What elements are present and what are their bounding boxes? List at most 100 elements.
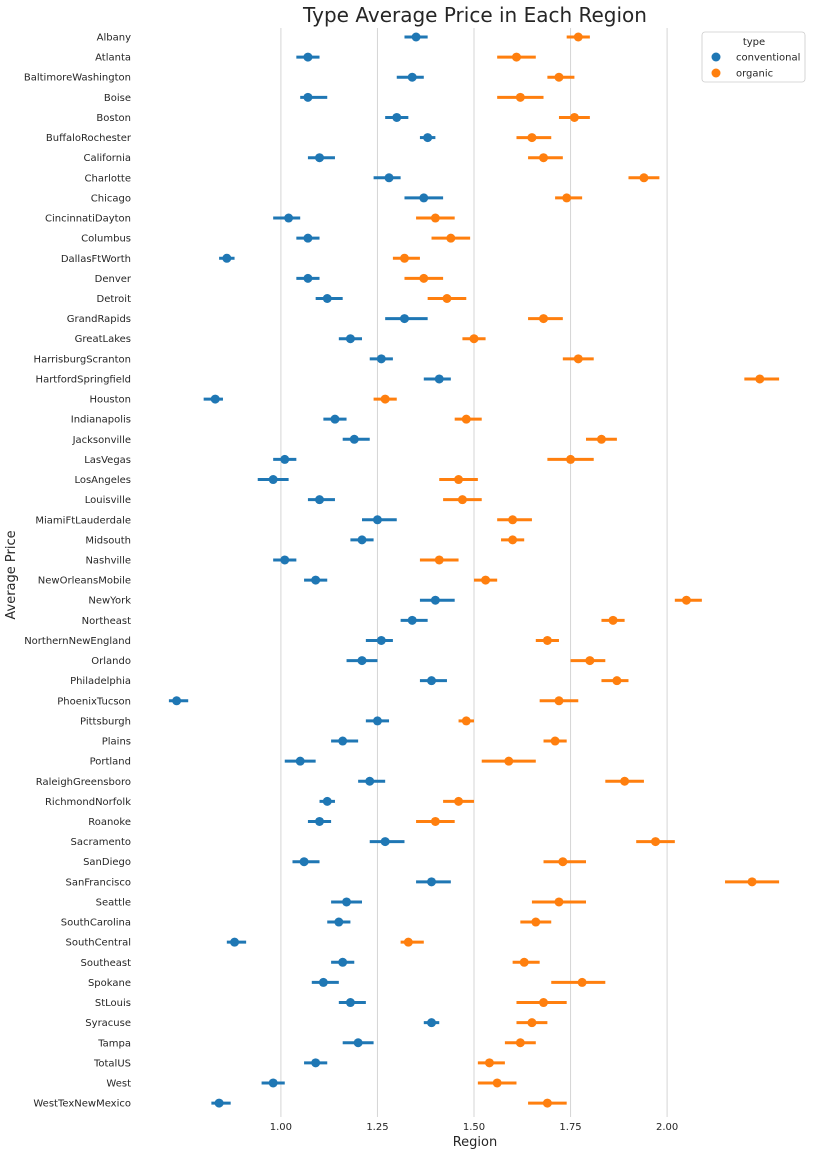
series-organic (373, 32, 780, 1108)
data-point (539, 998, 549, 1008)
data-point (423, 133, 433, 143)
y-tick-label: Chicago (91, 193, 131, 204)
data-point (407, 72, 417, 82)
data-point (681, 595, 691, 605)
y-tick-label: GreatLakes (75, 334, 131, 345)
y-tick-label: BuffaloRochester (46, 133, 132, 144)
data-point (430, 816, 440, 826)
data-point (573, 354, 583, 364)
data-point (562, 193, 572, 203)
data-point (554, 696, 564, 706)
data-point (376, 354, 386, 364)
data-point (338, 736, 348, 746)
legend-label-organic: organic (736, 69, 773, 80)
data-point (461, 414, 471, 424)
data-point (566, 454, 576, 464)
y-tick-label: Louisville (85, 495, 131, 506)
data-point (558, 857, 568, 867)
data-point (330, 414, 340, 424)
series (168, 32, 780, 1108)
y-tick-label: Sacramento (71, 837, 131, 848)
data-point (504, 756, 514, 766)
data-point (372, 716, 382, 726)
y-axis: Albany Atlanta BaltimoreWashington Boise Bos… (24, 33, 132, 1110)
data-point (446, 233, 456, 243)
y-tick-label: CincinnatiDayton (45, 214, 131, 225)
data-point (554, 897, 564, 907)
data-point (384, 173, 394, 183)
data-point (311, 1058, 321, 1068)
data-point (380, 394, 390, 404)
data-point (345, 998, 355, 1008)
data-point (454, 796, 464, 806)
y-tick-label: Nashville (85, 555, 131, 566)
data-point (542, 635, 552, 645)
data-point (268, 475, 278, 485)
data-point (284, 213, 294, 223)
data-point (515, 1038, 525, 1048)
x-axis-label: Region (453, 1135, 498, 1150)
y-tick-label: NewYork (88, 596, 131, 607)
grid (280, 28, 668, 1117)
data-point (427, 676, 437, 686)
y-tick-label: Plains (102, 737, 131, 748)
x-tick-label: 1.75 (559, 1122, 581, 1133)
data-point (430, 595, 440, 605)
y-tick-label: HarrisburgScranton (34, 354, 131, 365)
data-point (508, 535, 518, 545)
data-point (411, 32, 421, 42)
data-point (318, 977, 328, 987)
y-tick-label: Charlotte (85, 173, 131, 184)
data-point (469, 334, 479, 344)
data-point (295, 756, 305, 766)
data-point (454, 475, 464, 485)
data-point (457, 495, 467, 505)
data-point (608, 615, 618, 625)
y-tick-label: MiamiFtLauderdale (35, 515, 131, 526)
data-point (430, 213, 440, 223)
y-tick-label: RaleighGreensboro (36, 777, 131, 788)
data-point (539, 314, 549, 324)
data-point (515, 92, 525, 102)
data-point (481, 575, 491, 585)
legend-title: type (743, 37, 765, 48)
y-tick-label: LasVegas (84, 455, 131, 466)
y-tick-label: TotalUS (93, 1058, 131, 1069)
data-point (303, 92, 313, 102)
legend-marker-organic (711, 68, 721, 78)
data-point (315, 153, 325, 163)
y-tick-label: DallasFtWorth (61, 254, 131, 265)
y-tick-label: Detroit (97, 294, 132, 305)
data-point (508, 515, 518, 525)
y-tick-label: Southeast (81, 958, 132, 969)
y-tick-label: Philadelphia (70, 676, 131, 687)
data-point (484, 1058, 494, 1068)
data-point (527, 133, 537, 143)
data-point (573, 32, 583, 42)
y-tick-label: Jacksonville (72, 435, 131, 446)
data-point (539, 153, 549, 163)
y-tick-label: Portland (90, 757, 131, 768)
data-point (392, 112, 402, 122)
chart-title: Type Average Price in Each Region (302, 3, 647, 27)
y-tick-label: Houston (89, 395, 131, 406)
data-point (322, 293, 332, 303)
y-tick-label: PhoenixTucson (57, 696, 131, 707)
data-point (542, 1098, 552, 1108)
data-point (639, 173, 649, 183)
data-point (651, 837, 661, 847)
data-point (299, 857, 309, 867)
data-point (427, 877, 437, 887)
data-point (577, 977, 587, 987)
data-point (403, 937, 413, 947)
data-point (620, 776, 630, 786)
data-point (755, 374, 765, 384)
y-tick-label: Syracuse (85, 1018, 131, 1029)
data-point (554, 72, 564, 82)
data-point (531, 917, 541, 927)
y-tick-label: GrandRapids (67, 314, 131, 325)
legend-frame (701, 31, 806, 83)
data-point (747, 877, 757, 887)
data-point (311, 575, 321, 585)
